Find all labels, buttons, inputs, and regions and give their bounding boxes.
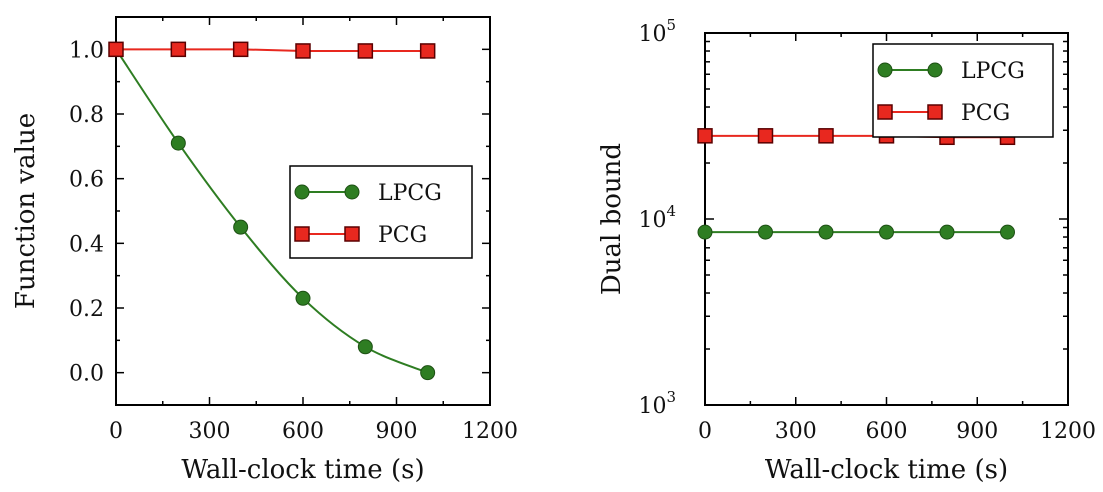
legend-marker-lpcg bbox=[345, 185, 359, 199]
legend-marker-lpcg bbox=[295, 185, 309, 199]
data-point-lpcg bbox=[759, 225, 773, 239]
legend-marker-lpcg bbox=[928, 63, 942, 77]
data-point-pcg bbox=[759, 129, 773, 143]
x-axis-label: Wall-clock time (s) bbox=[765, 455, 1008, 485]
y-tick-label: 104 bbox=[638, 202, 676, 233]
y-tick-label: 105 bbox=[638, 16, 676, 47]
legend-label-lpcg: LPCG bbox=[378, 181, 442, 206]
y-tick-label: 0.8 bbox=[69, 103, 104, 128]
x-tick-label: 600 bbox=[282, 419, 324, 444]
x-tick-label: 1200 bbox=[462, 419, 518, 444]
data-point-lpcg bbox=[1001, 225, 1015, 239]
x-tick-label: 900 bbox=[376, 419, 418, 444]
data-point-pcg bbox=[358, 44, 372, 58]
y-tick-exp: 4 bbox=[666, 202, 676, 220]
legend: LPCG PCG bbox=[873, 44, 1053, 137]
data-point-pcg bbox=[819, 129, 833, 143]
x-tick-label: 600 bbox=[866, 419, 908, 444]
x-tick-label: 300 bbox=[189, 419, 231, 444]
x-tick-label: 1200 bbox=[1040, 419, 1096, 444]
y-axis-label: Function value bbox=[11, 113, 41, 309]
legend-label-pcg: PCG bbox=[961, 101, 1010, 126]
y-tick-base: 10 bbox=[638, 208, 666, 233]
y-tick-base: 10 bbox=[638, 394, 666, 419]
legend-marker-pcg bbox=[928, 105, 942, 119]
data-point-lpcg bbox=[171, 136, 185, 150]
y-tick-exp: 3 bbox=[666, 388, 676, 406]
data-point-lpcg bbox=[296, 291, 310, 305]
data-point-pcg bbox=[109, 42, 123, 56]
x-tick-label: 300 bbox=[775, 419, 817, 444]
chart-panel-1: 0 300 600 900 1200 0.0 0.2 0.4 0.6 0.8 1.0 Wall-clo… bbox=[11, 17, 518, 485]
data-point-lpcg bbox=[234, 220, 248, 234]
legend-label-lpcg: LPCG bbox=[961, 59, 1025, 84]
x-tick-label: 900 bbox=[956, 419, 998, 444]
data-point-lpcg bbox=[940, 225, 954, 239]
data-point-pcg bbox=[421, 44, 435, 58]
y-tick-base: 10 bbox=[638, 22, 666, 47]
x-tick-label: 0 bbox=[698, 419, 712, 444]
legend-marker-pcg bbox=[878, 105, 892, 119]
data-point-pcg bbox=[296, 44, 310, 58]
data-point-lpcg bbox=[698, 225, 712, 239]
legend-marker-pcg bbox=[295, 227, 309, 241]
data-point-lpcg bbox=[819, 225, 833, 239]
y-tick-label: 0.4 bbox=[69, 232, 104, 257]
legend-label-pcg: PCG bbox=[378, 223, 427, 248]
legend-marker-pcg bbox=[345, 227, 359, 241]
data-point-pcg bbox=[234, 42, 248, 56]
y-tick-label: 0.6 bbox=[69, 168, 104, 193]
y-tick-label: 103 bbox=[638, 388, 676, 419]
y-axis-label: Dual bound bbox=[597, 143, 627, 295]
y-tick-label: 1.0 bbox=[69, 38, 104, 63]
data-point-pcg bbox=[171, 42, 185, 56]
data-point-lpcg bbox=[880, 225, 894, 239]
data-point-pcg bbox=[698, 129, 712, 143]
data-point-lpcg bbox=[421, 366, 435, 380]
y-tick-exp: 5 bbox=[666, 16, 676, 34]
legend-marker-lpcg bbox=[878, 63, 892, 77]
series-lpcg bbox=[698, 225, 1015, 239]
legend: LPCG PCG bbox=[290, 166, 472, 258]
y-tick-label: 0.0 bbox=[69, 362, 104, 387]
x-axis-label: Wall-clock time (s) bbox=[181, 455, 424, 485]
x-tick-label: 0 bbox=[109, 419, 123, 444]
y-tick-label: 0.2 bbox=[69, 297, 104, 322]
series-pcg bbox=[109, 42, 435, 58]
data-point-lpcg bbox=[358, 340, 372, 354]
series-line-pcg bbox=[116, 49, 428, 51]
